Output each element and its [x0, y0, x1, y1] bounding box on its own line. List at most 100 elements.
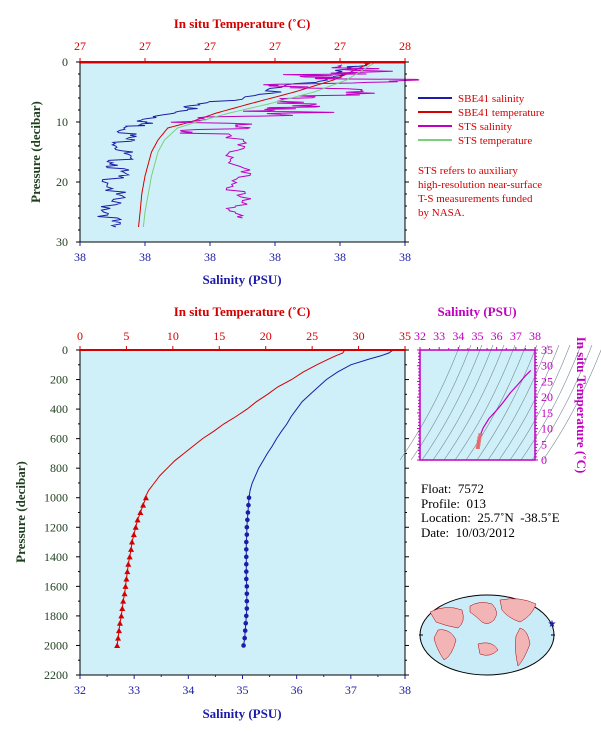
near-surface-ticks: 27 38 27 38 27 38 27 38 27 38 28 38 0 10 20 30: [56, 39, 411, 264]
ts-density-contour: [520, 344, 582, 461]
legend-label: SBE41 salinity: [458, 93, 525, 105]
salinity-point: [243, 547, 249, 552]
near-surface-bottom-tick-label: 38: [399, 250, 411, 264]
profile-number: Profile: 013: [421, 495, 486, 511]
temperature-point: [132, 524, 139, 530]
ts-deep-point: [476, 442, 481, 446]
date: Date: 10/03/2012: [421, 524, 515, 540]
temperature-point: [128, 546, 135, 552]
near-surface-top-tick-label: 28: [399, 39, 411, 53]
salinity-point: [244, 532, 250, 537]
ts-series: [475, 369, 532, 449]
salinity-point: [244, 591, 250, 597]
salinity-point: [246, 502, 251, 508]
full-profile-top-tick-label: 10: [167, 329, 179, 343]
map-land-africa: [433, 629, 457, 661]
salinity-point: [243, 620, 249, 626]
salinity-point: [245, 517, 250, 523]
map-land-europe: [429, 607, 464, 629]
full-profile-y-tick-label: 400: [50, 402, 68, 416]
full-profile-bottom-tick-label: 34: [182, 683, 194, 697]
ts-top-tick-label: 38: [529, 329, 541, 343]
temperature-point: [116, 627, 122, 634]
world-map-inset: ★: [419, 594, 557, 676]
ts-density-contour: [509, 344, 571, 461]
ts-right-tick-label: 0: [541, 453, 547, 467]
salinity-point: [246, 495, 252, 501]
full-profile-bottom-tick-label: 33: [128, 683, 140, 697]
ts-density-contours: [399, 344, 601, 461]
near-surface-series-line-2: [170, 64, 420, 219]
salinity-point: [243, 613, 249, 619]
salinity-point: [242, 628, 248, 633]
temperature-point: [140, 502, 147, 508]
near-surface-top-axis-label: In situ Temperature (˚C): [174, 16, 311, 31]
full-profile-top-tick-label: 0: [77, 329, 83, 343]
ts-right-tick-label: 5: [541, 437, 547, 451]
sts-note: STS refers to auxiliary high-resolution …: [418, 165, 542, 219]
salinity-point: [243, 539, 249, 545]
full-profile-y-tick-label: 600: [50, 432, 68, 446]
near-surface-bottom-tick-label: 38: [74, 250, 86, 264]
ts-right-tick-label: 35: [541, 343, 553, 357]
map-land-south-america: [515, 627, 531, 667]
float-info: Float: 7572 Profile: 013 Location: 25.7˚…: [421, 481, 560, 540]
full-profile-y-tick-label: 1200: [44, 520, 68, 534]
full-profile-top-tick-label: 20: [260, 329, 272, 343]
ts-top-tick-label: 33: [433, 329, 445, 343]
ts-density-contour: [542, 349, 601, 461]
ts-deep-point: [475, 445, 480, 449]
full-profile-y-tick-label: 0: [62, 343, 68, 357]
salinity-point: [244, 606, 250, 611]
near-surface-bottom-tick-label: 38: [204, 250, 216, 264]
ts-top-tick-label: 36: [491, 329, 503, 343]
salinity-point: [244, 524, 250, 530]
full-profile-y-tick-label: 1800: [44, 609, 68, 623]
near-surface-series-line-3: [142, 61, 377, 228]
ts-right-tick-label: 20: [541, 390, 553, 404]
near-surface-top-tick-label: 27: [139, 39, 151, 53]
float-location-star-icon: ★: [548, 619, 557, 630]
full-profile-ticks: 0 5 10 15 20 25 30 35 32 33 34 35 36 37 38 0 200 400 600 80…: [44, 329, 411, 697]
temperature-point: [119, 605, 126, 612]
ts-right-axis-label: In situ Temperature (˚C): [574, 337, 589, 474]
full-profile-top-axis-label: In situ Temperature (˚C): [174, 304, 311, 319]
near-surface-bottom-axis-label: Salinity (PSU): [202, 272, 281, 287]
full-profile-bottom-tick-label: 32: [74, 683, 86, 697]
ts-density-contour: [421, 344, 483, 461]
temperature-point: [120, 598, 127, 604]
temperature-point: [134, 516, 141, 523]
ts-density-contour: [399, 344, 461, 461]
salinity-point: [242, 635, 247, 641]
map-land-asia: [469, 602, 497, 624]
near-surface-bottom-tick-label: 38: [334, 250, 346, 264]
temperature-profile-line: [144, 349, 346, 498]
temperature-point: [123, 575, 130, 582]
location: Location: 25.7˚N -38.5˚E: [421, 510, 560, 525]
near-surface-bottom-tick-label: 38: [269, 250, 281, 264]
temperature-point: [116, 620, 123, 626]
map-land-north-america: [499, 598, 537, 623]
near-surface-panel: 27 38 27 38 27 38 27 38 27 38 28 38 0 10 20 30 In situ …: [28, 16, 420, 287]
salinity-point: [243, 561, 249, 567]
legend-label: STS temperature: [458, 135, 532, 147]
ts-density-contour: [454, 344, 516, 461]
full-profile-y-tick-label: 800: [50, 461, 68, 475]
full-profile-y-tick-label: 1400: [44, 550, 68, 564]
ts-deep-point: [476, 439, 481, 443]
temperature-point: [122, 583, 129, 589]
near-surface-series: [80, 61, 420, 228]
map-land-australia: [477, 642, 499, 656]
temperature-point: [125, 561, 132, 567]
ts-deep-point: [478, 433, 483, 437]
near-surface-y-tick-label: 0: [62, 55, 68, 69]
ts-deep-point: [477, 436, 482, 440]
full-profile-y-tick-label: 2200: [44, 668, 68, 682]
full-profile-bottom-tick-label: 37: [345, 683, 357, 697]
ts-right-tick-label: 10: [541, 422, 553, 436]
full-profile-y-tick-label: 2000: [44, 638, 68, 652]
near-surface-bottom-tick-label: 38: [139, 250, 151, 264]
